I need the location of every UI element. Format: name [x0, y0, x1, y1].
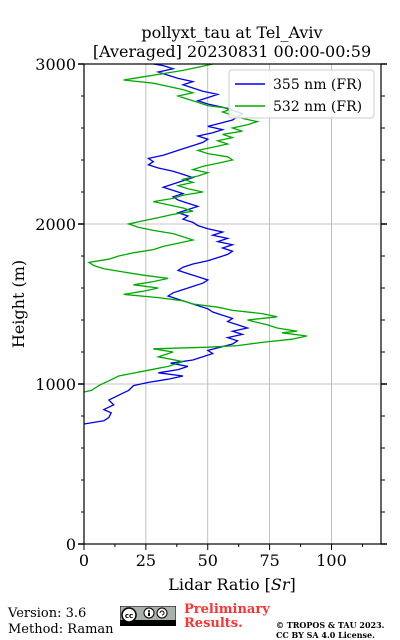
version-text: Version: 3.6 [8, 606, 87, 621]
copyright-line2: CC BY SA 4.0 License. [276, 630, 375, 640]
y-tick-label: 1000 [35, 375, 76, 394]
y-tick-label: 3000 [35, 55, 76, 74]
preliminary-line2: Results. [184, 616, 243, 631]
grid-lines [83, 63, 381, 545]
x-axis-label-text: Lidar Ratio [ [168, 575, 271, 594]
chart-title-line1: pollyxt_tau at Tel_Aviv [141, 23, 322, 42]
x-axis-label-end: ] [290, 575, 296, 594]
lidar-ratio-chart: pollyxt_tau at Tel_Aviv [Averaged] 20230… [9, 23, 387, 594]
method-text: Method: Raman [8, 622, 114, 637]
cc-by-sa-icon: cc [120, 606, 176, 626]
preliminary-line1: Preliminary [184, 602, 270, 617]
y-tick-label: 2000 [35, 215, 76, 234]
y-axis-label: Height (m) [9, 260, 28, 348]
legend-label: 355 nm (FR) [273, 77, 362, 93]
x-tick-label: 100 [316, 551, 347, 570]
x-tick-label: 75 [259, 551, 279, 570]
chart-title-line2: [Averaged] 20230831 00:00-00:59 [93, 42, 371, 61]
legend-label: 532 nm (FR) [273, 99, 362, 115]
preliminary-notice: Preliminary Results. [184, 603, 270, 631]
x-tick-label: 25 [136, 551, 156, 570]
legend-box [228, 69, 375, 119]
x-axis-label: Lidar Ratio [Sr] [168, 575, 296, 594]
series-line-355nm [84, 64, 250, 425]
x-tick-label: 50 [198, 551, 218, 570]
x-tick-label: 0 [79, 551, 89, 570]
legend: 355 nm (FR) 532 nm (FR) [228, 69, 375, 119]
plot-frame [83, 63, 382, 545]
x-axis-unit: Sr [271, 575, 291, 594]
svg-text:cc: cc [125, 612, 133, 620]
y-tick-label: 0 [66, 535, 76, 554]
copyright-line1: © TROPOS & TAU 2023. [276, 620, 385, 630]
